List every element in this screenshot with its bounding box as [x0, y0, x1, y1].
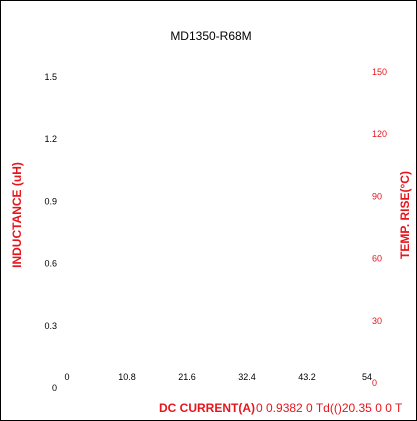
- left-y-tick-labels: 0 0.3 0.6 0.9 1.2 1.5: [44, 72, 57, 393]
- left-y-axis-label: INDUCTANCE (uH): [10, 162, 24, 268]
- x-tick-label: 21.6: [178, 372, 196, 382]
- left-y-tick-label: 0.3: [44, 321, 57, 331]
- x-tick-label: 43.2: [298, 372, 316, 382]
- x-axis-label: DC CURRENT(A): [159, 401, 255, 415]
- stray-text: 0 0.9382 0 Td(()20.35 0 0 T: [256, 401, 403, 415]
- left-y-tick-label: 0: [52, 383, 57, 393]
- x-tick-labels: 0 10.8 21.6 32.4 43.2 54: [64, 372, 372, 382]
- right-y-tick-label: 150: [372, 67, 387, 77]
- left-y-tick-label: 1.2: [44, 134, 57, 144]
- left-y-tick-label: 0.6: [44, 259, 57, 269]
- right-y-tick-labels: 0 30 60 90 120 150: [372, 67, 387, 388]
- chart-title: MD1350-R68M: [170, 29, 251, 43]
- right-y-tick-label: 60: [372, 254, 382, 264]
- left-y-tick-label: 0.9: [44, 196, 57, 206]
- right-y-tick-label: 90: [372, 191, 382, 201]
- right-y-tick-label: 120: [372, 129, 387, 139]
- x-tick-label: 54: [362, 372, 372, 382]
- x-tick-label: 10.8: [118, 372, 136, 382]
- right-y-tick-label: 30: [372, 316, 382, 326]
- right-y-axis-label: TEMP. RISE(°C): [398, 171, 412, 259]
- left-y-tick-label: 1.5: [44, 72, 57, 82]
- x-tick-label: 0: [64, 372, 69, 382]
- x-tick-label: 32.4: [238, 372, 256, 382]
- right-y-tick-label: 0: [372, 378, 377, 388]
